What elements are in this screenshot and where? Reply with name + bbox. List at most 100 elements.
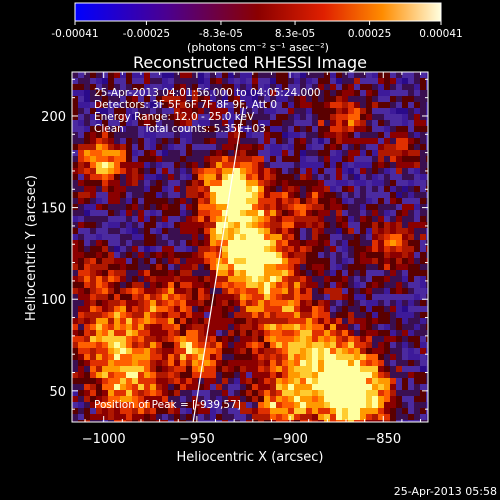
heatmap-cell bbox=[390, 72, 397, 79]
heatmap-cell bbox=[408, 300, 415, 307]
heatmap-cell bbox=[342, 210, 349, 217]
heatmap-cell bbox=[246, 378, 253, 385]
heatmap-cell bbox=[288, 282, 295, 289]
heatmap-cell bbox=[108, 318, 115, 325]
heatmap-cell bbox=[330, 402, 337, 409]
heatmap-cell bbox=[162, 300, 169, 307]
heatmap-cell bbox=[174, 324, 181, 331]
heatmap-cell bbox=[258, 228, 265, 235]
heatmap-cell bbox=[258, 180, 265, 187]
heatmap-cell bbox=[198, 210, 205, 217]
heatmap-cell bbox=[150, 288, 157, 295]
heatmap-cell bbox=[408, 264, 415, 271]
heatmap-cell bbox=[330, 222, 337, 229]
heatmap-cell bbox=[72, 96, 79, 103]
heatmap-cell bbox=[90, 72, 97, 79]
heatmap-cell bbox=[330, 282, 337, 289]
heatmap-cell bbox=[210, 144, 217, 151]
heatmap-cell bbox=[216, 354, 223, 361]
heatmap-cell bbox=[258, 168, 265, 175]
heatmap-cell bbox=[402, 156, 409, 163]
heatmap-cell bbox=[324, 264, 331, 271]
heatmap-cell bbox=[84, 126, 91, 133]
heatmap-cell bbox=[198, 186, 205, 193]
heatmap-cell bbox=[162, 156, 169, 163]
heatmap-cell bbox=[414, 342, 421, 349]
heatmap-cell bbox=[138, 282, 145, 289]
heatmap-cell bbox=[132, 204, 139, 211]
heatmap-cell bbox=[324, 300, 331, 307]
heatmap-cell bbox=[348, 222, 355, 229]
heatmap-cell bbox=[348, 276, 355, 283]
heatmap-cell bbox=[168, 258, 175, 265]
heatmap-cell bbox=[354, 384, 361, 391]
heatmap-cell bbox=[90, 234, 97, 241]
heatmap-cell bbox=[312, 234, 319, 241]
heatmap-cell bbox=[330, 120, 337, 127]
heatmap-cell bbox=[288, 168, 295, 175]
colorbar-tick-label: -0.00025 bbox=[123, 28, 170, 40]
heatmap-cell bbox=[228, 270, 235, 277]
heatmap-cell bbox=[276, 378, 283, 385]
heatmap-cell bbox=[414, 414, 421, 421]
heatmap-cell bbox=[324, 162, 331, 169]
heatmap-cell bbox=[246, 72, 253, 79]
heatmap-cell bbox=[372, 312, 379, 319]
heatmap-cell bbox=[180, 222, 187, 229]
heatmap-cell bbox=[144, 222, 151, 229]
heatmap-cell bbox=[402, 228, 409, 235]
heatmap-cell bbox=[426, 78, 428, 85]
heatmap-cell bbox=[174, 168, 181, 175]
heatmap-cell bbox=[198, 72, 205, 79]
heatmap-cell bbox=[114, 300, 121, 307]
heatmap-cell bbox=[216, 294, 223, 301]
heatmap-cell bbox=[72, 84, 79, 91]
heatmap-cell bbox=[72, 132, 79, 139]
heatmap-cell bbox=[384, 222, 391, 229]
heatmap-cell bbox=[78, 342, 85, 349]
heatmap-cell bbox=[222, 168, 229, 175]
heatmap-cell bbox=[414, 192, 421, 199]
heatmap-cell bbox=[198, 270, 205, 277]
heatmap-cell bbox=[108, 366, 115, 373]
heatmap-cell bbox=[108, 192, 115, 199]
heatmap-cell bbox=[276, 306, 283, 313]
heatmap-cell bbox=[186, 168, 193, 175]
heatmap-cell bbox=[174, 144, 181, 151]
heatmap-cell bbox=[132, 162, 139, 169]
heatmap-cell bbox=[90, 258, 97, 265]
heatmap-cell bbox=[426, 126, 428, 133]
heatmap-cell bbox=[258, 300, 265, 307]
heatmap-cell bbox=[426, 408, 428, 415]
heatmap-cell bbox=[336, 414, 343, 421]
heatmap-cell bbox=[372, 114, 379, 121]
heatmap-cell bbox=[234, 312, 241, 319]
heatmap-cell bbox=[216, 420, 223, 422]
heatmap-cell bbox=[396, 186, 403, 193]
heatmap-cell bbox=[228, 246, 235, 253]
heatmap-cell bbox=[426, 420, 428, 422]
heatmap-cell bbox=[96, 264, 103, 271]
heatmap-cell bbox=[198, 414, 205, 421]
heatmap-cell bbox=[288, 180, 295, 187]
heatmap-cell bbox=[294, 162, 301, 169]
heatmap-cell bbox=[252, 210, 259, 217]
heatmap-cell bbox=[294, 384, 301, 391]
heatmap-cell bbox=[276, 144, 283, 151]
heatmap-cell bbox=[96, 348, 103, 355]
heatmap-cell bbox=[306, 78, 313, 85]
heatmap-cell bbox=[198, 144, 205, 151]
heatmap-cell bbox=[276, 372, 283, 379]
heatmap-cell bbox=[354, 186, 361, 193]
heatmap-cell bbox=[300, 264, 307, 271]
heatmap-cell bbox=[216, 234, 223, 241]
heatmap-cell bbox=[96, 372, 103, 379]
heatmap-cell bbox=[270, 96, 277, 103]
heatmap-cell bbox=[240, 372, 247, 379]
heatmap-cell bbox=[396, 180, 403, 187]
heatmap-cell bbox=[228, 282, 235, 289]
heatmap-cell bbox=[114, 264, 121, 271]
heatmap-cell bbox=[150, 402, 157, 409]
heatmap-cell bbox=[186, 336, 193, 343]
heatmap-cell bbox=[120, 402, 127, 409]
